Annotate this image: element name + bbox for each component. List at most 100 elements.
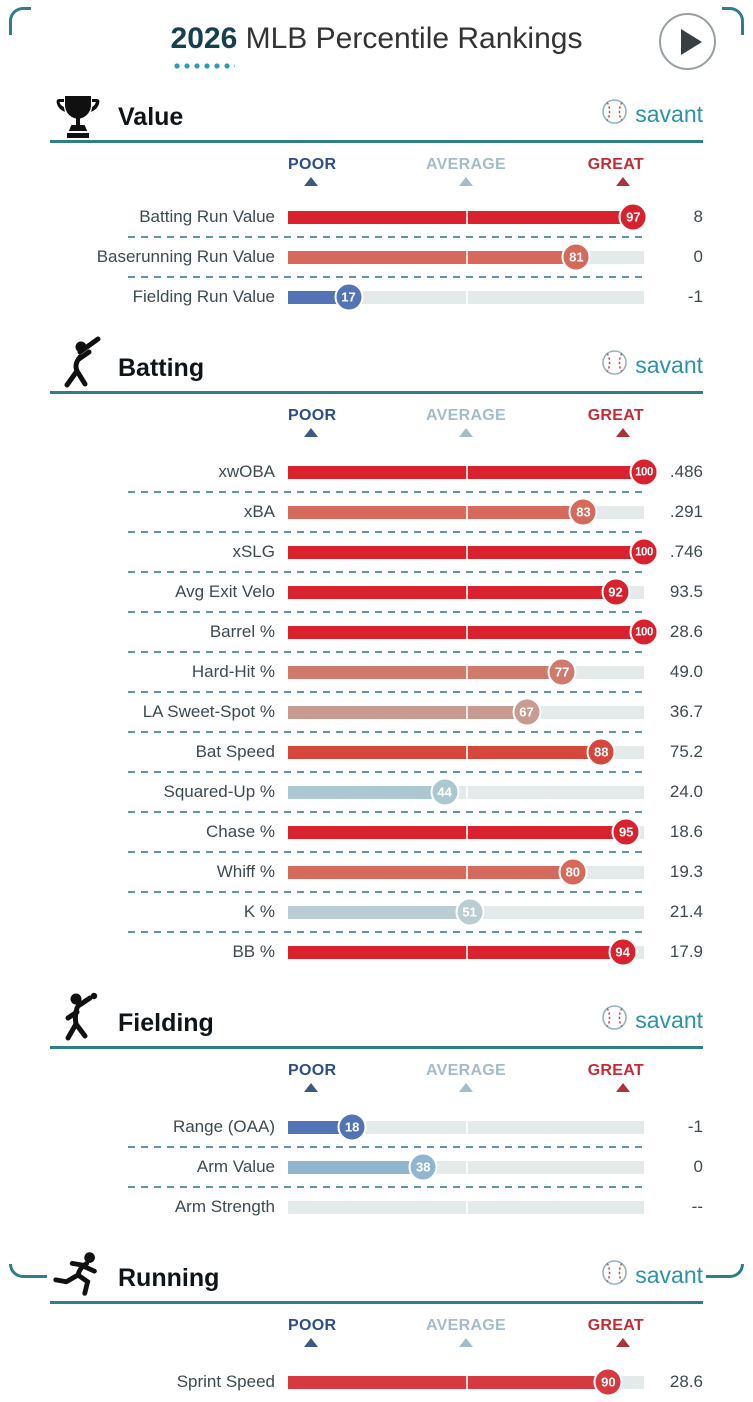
row-divider (128, 236, 644, 238)
bar-fill (288, 945, 623, 959)
section-rows: Range (OAA) 18 -1 Arm Value 38 0 Arm Str… (50, 1097, 703, 1227)
bar-track: 67 (288, 697, 644, 727)
stat-bar: 67 (288, 697, 644, 727)
percentile-badge[interactable]: 67 (512, 697, 542, 727)
savant-logo[interactable]: savant (601, 1259, 703, 1291)
savant-wordmark: savant (635, 100, 703, 127)
bar-track: 100 (288, 537, 659, 567)
percentile-badge[interactable]: 77 (547, 657, 577, 687)
percentile-badge[interactable]: 88 (586, 737, 616, 767)
stat-bar: 100 (288, 457, 659, 487)
bar-fill (288, 1120, 353, 1134)
stat-bar: 83 (288, 497, 644, 527)
percentile-badge[interactable]: 38 (408, 1152, 438, 1182)
stat-value: 28.6 (669, 1372, 703, 1391)
scale-label-poor: POOR (288, 407, 337, 424)
percentile-badge[interactable]: 90 (593, 1367, 623, 1397)
section: Fielding savant POOR AVERAGE GREAT Range… (50, 982, 703, 1227)
stat-value: 0 (693, 1157, 703, 1176)
stat-row: Bat Speed 88 75.2 (50, 732, 703, 772)
percentile-badge[interactable]: 44 (430, 777, 460, 807)
percentile-badge[interactable]: 81 (561, 242, 591, 272)
section-title: Batting (118, 354, 205, 382)
savant-wordmark: savant (635, 1261, 703, 1288)
section: Running savant POOR AVERAGE GREAT Sprint… (50, 1237, 703, 1402)
section: Value savant POOR AVERAGE GREAT Batting … (50, 76, 703, 317)
bar-fill (288, 1375, 609, 1389)
stat-label: Arm Strength (174, 1197, 275, 1216)
stat-value: .291 (669, 502, 703, 521)
scale-label-poor: POOR (288, 156, 337, 173)
bar-fill (288, 665, 563, 679)
percentile-badge[interactable]: 92 (601, 577, 631, 607)
section-rows: Sprint Speed 90 28.6 (50, 1352, 703, 1402)
baseball-icon (601, 98, 628, 130)
percentile-badge[interactable]: 51 (455, 897, 485, 927)
stat-value: 19.3 (669, 862, 703, 881)
average-line (466, 945, 468, 959)
stat-label: Arm Value (196, 1157, 275, 1176)
savant-logo[interactable]: savant (601, 349, 703, 381)
average-line (466, 705, 468, 719)
stat-row: Squared-Up % 44 24.0 (50, 772, 703, 812)
stat-label: Avg Exit Velo (175, 582, 275, 601)
savant-logo[interactable]: savant (601, 1004, 703, 1036)
stat-value: 75.2 (669, 742, 703, 761)
savant-wordmark: savant (635, 351, 703, 378)
percentile-badge[interactable]: 95 (611, 817, 641, 847)
bar-fill (288, 785, 445, 799)
average-line (466, 665, 468, 679)
stat-bar: 100 (288, 617, 659, 647)
scale-label-great: GREAT (587, 156, 644, 173)
percentile-badge[interactable]: 83 (568, 497, 598, 527)
scale-label-poor: POOR (288, 1062, 337, 1079)
percentile-badge[interactable]: 17 (334, 282, 364, 312)
stat-row: Baserunning Run Value 81 0 (50, 237, 703, 277)
percentile-badge[interactable]: 100 (629, 457, 659, 487)
bar-fill (288, 705, 527, 719)
stat-row: Batting Run Value 97 8 (50, 197, 703, 237)
average-line (466, 210, 468, 224)
percentile-badge[interactable]: 97 (618, 202, 648, 232)
great-marker-icon (616, 428, 630, 437)
bar-track: 100 (288, 617, 659, 647)
percentile-badge[interactable]: 80 (558, 857, 588, 887)
stat-bar: 51 (288, 897, 644, 927)
bar-track (288, 1200, 644, 1214)
stat-value: .486 (669, 462, 703, 481)
great-marker-icon (616, 1338, 630, 1347)
stat-value: 93.5 (669, 582, 703, 601)
scale-legend: POOR AVERAGE GREAT (50, 1049, 703, 1097)
section-header: Value savant (50, 76, 703, 143)
stat-row: Arm Value 38 0 (50, 1147, 703, 1187)
row-divider (128, 731, 644, 733)
stat-row: K % 51 21.4 (50, 892, 703, 932)
stat-value: .746 (669, 542, 703, 561)
bar-track: 90 (288, 1367, 644, 1397)
percentile-badge[interactable]: 18 (337, 1112, 367, 1142)
stat-bar: 77 (288, 657, 644, 687)
sections-container: Value savant POOR AVERAGE GREAT Batting … (0, 76, 753, 1402)
stat-bar: 95 (288, 817, 644, 847)
stat-label: Barrel % (209, 622, 275, 641)
stat-bar: 18 (288, 1112, 644, 1142)
stat-bar: 97 (288, 202, 648, 232)
row-divider (128, 891, 644, 893)
row-divider (128, 1146, 644, 1148)
percentile-badge[interactable]: 100 (629, 537, 659, 567)
percentile-badge[interactable]: 100 (629, 617, 659, 647)
great-marker-icon (616, 177, 630, 186)
season-year: 2026 (171, 22, 237, 69)
great-marker-icon (616, 1083, 630, 1092)
average-line (466, 785, 468, 799)
bar-fill (288, 825, 627, 839)
stat-bar: 81 (288, 242, 644, 272)
play-button[interactable] (659, 13, 716, 70)
section: Batting savant POOR AVERAGE GREAT xwOBA … (50, 327, 703, 972)
scale-label-great: GREAT (587, 1317, 644, 1334)
scale-label-average: AVERAGE (425, 1317, 507, 1334)
stat-label: Sprint Speed (176, 1372, 275, 1391)
savant-logo[interactable]: savant (601, 98, 703, 130)
percentile-badge[interactable]: 94 (608, 937, 638, 967)
